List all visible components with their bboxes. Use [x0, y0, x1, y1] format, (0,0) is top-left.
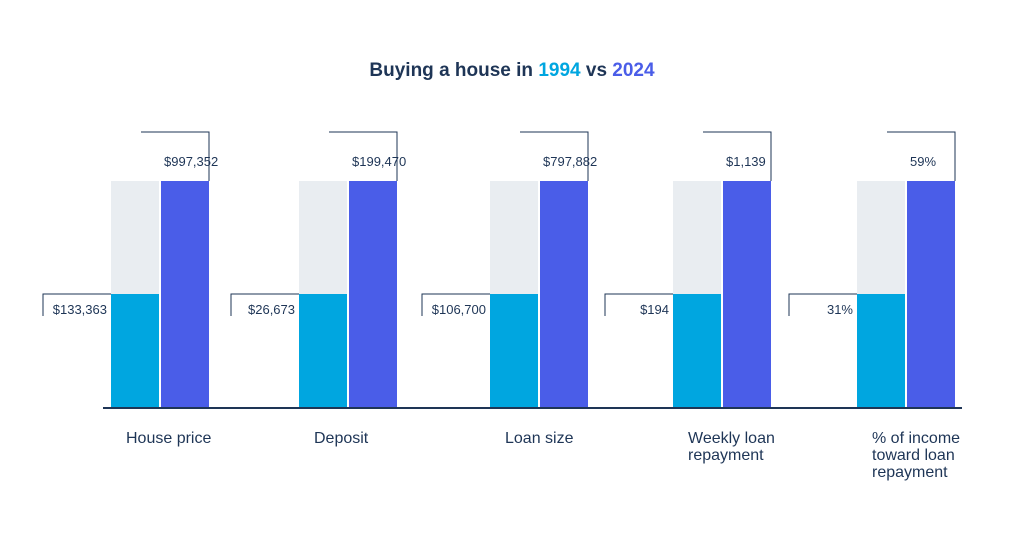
bar-1994 — [111, 294, 159, 407]
title-prefix: Buying a house in — [369, 60, 539, 81]
data-label-2024: $199,470 — [352, 154, 406, 169]
data-label-1994: 31% — [827, 302, 853, 317]
label-bracket-1994 — [788, 293, 857, 316]
category-label: Loan size — [505, 430, 574, 447]
data-label-1994: $194 — [640, 302, 669, 317]
bar-2024 — [723, 181, 771, 407]
bar-2024 — [907, 181, 955, 407]
bar-1994 — [299, 294, 347, 407]
bar-1994 — [490, 294, 538, 407]
bar-1994 — [673, 294, 721, 407]
bar-2024 — [540, 181, 588, 407]
data-label-2024: $997,352 — [164, 154, 218, 169]
bar-background — [673, 181, 721, 294]
title-year-1994: 1994 — [538, 60, 581, 81]
data-label-2024: 59% — [910, 154, 936, 169]
label-bracket-2024 — [141, 131, 210, 181]
label-bracket-2024 — [703, 131, 772, 181]
label-bracket-1994 — [421, 293, 490, 316]
bar-2024 — [161, 181, 209, 407]
label-bracket-1994 — [604, 293, 673, 316]
bar-2024 — [349, 181, 397, 407]
label-bracket-1994 — [230, 293, 299, 316]
bar-background — [111, 181, 159, 294]
data-label-1994: $106,700 — [432, 302, 486, 317]
title-middle: vs — [580, 60, 613, 81]
title-year-2024: 2024 — [612, 60, 655, 81]
bar-background — [299, 181, 347, 294]
bar-background — [490, 181, 538, 294]
bar-background — [857, 181, 905, 294]
data-label-1994: $26,673 — [248, 302, 295, 317]
label-bracket-2024 — [520, 131, 589, 181]
data-label-1994: $133,363 — [53, 302, 107, 317]
bar-1994 — [857, 294, 905, 407]
category-label: Weekly loan repayment — [688, 430, 775, 464]
data-label-2024: $797,882 — [543, 154, 597, 169]
label-bracket-1994 — [42, 293, 111, 316]
category-label: % of income toward loan repayment — [872, 430, 961, 481]
label-bracket-2024 — [887, 131, 956, 181]
category-label: Deposit — [314, 430, 369, 447]
category-label: House price — [126, 430, 212, 447]
label-bracket-2024 — [329, 131, 398, 181]
chart-title: Buying a house in 1994 vs 2024 — [0, 60, 1024, 82]
data-label-2024: $1,139 — [726, 154, 766, 169]
